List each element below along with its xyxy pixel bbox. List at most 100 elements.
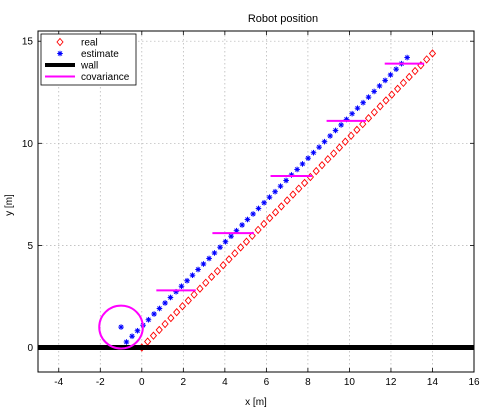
estimate-point <box>371 88 377 95</box>
real-point <box>423 55 431 64</box>
estimate-point <box>217 244 223 251</box>
y-axis-label: y [m] <box>4 194 15 216</box>
estimate-point <box>332 127 339 134</box>
estimate-point <box>272 188 278 195</box>
x-tick-label: 6 <box>264 377 270 388</box>
real-point <box>370 108 378 117</box>
estimate-point <box>200 261 207 267</box>
x-axis-label: x [m] <box>245 397 267 408</box>
real-point <box>242 237 251 246</box>
x-tick-label: 14 <box>427 377 439 388</box>
real-point <box>184 296 192 305</box>
legend-real-marker <box>56 37 64 47</box>
real-point <box>289 190 297 199</box>
estimate-point <box>222 238 229 245</box>
legend-label-covariance: covariance <box>81 72 130 83</box>
real-point <box>190 290 198 299</box>
estimate-point <box>239 222 245 228</box>
estimate-point <box>321 138 328 145</box>
estimate-point <box>167 294 174 301</box>
real-point <box>202 278 210 287</box>
estimate-point <box>294 166 300 173</box>
real-point <box>225 255 233 264</box>
real-point <box>149 331 158 340</box>
real-point <box>359 119 367 129</box>
covariance-ellipse <box>98 304 144 350</box>
estimate-point <box>123 339 130 345</box>
estimate-point <box>387 72 394 78</box>
x-tick-label: 2 <box>181 377 187 388</box>
estimate-point <box>376 83 383 89</box>
estimate-point <box>338 122 344 128</box>
real-point <box>341 137 349 146</box>
legend-label-real: real <box>81 38 98 49</box>
estimate-point <box>244 216 251 223</box>
real-point <box>271 208 280 217</box>
real-point <box>382 96 390 105</box>
estimate-point <box>393 66 399 72</box>
x-tick-label: 16 <box>468 377 480 388</box>
y-tick-label: 15 <box>22 37 34 48</box>
x-tick-label: 10 <box>344 377 356 388</box>
real-point <box>173 307 181 317</box>
real-point <box>324 155 332 164</box>
y-tick-label: 10 <box>22 139 34 150</box>
x-tick-label: 12 <box>385 377 397 388</box>
estimate-point <box>382 77 388 84</box>
tick-layer: -4 -2 0 2 4 6 8 10 12 14 16 0 5 10 15 <box>22 31 480 388</box>
plot-area: -4 -2 0 2 4 6 8 10 12 14 16 0 5 10 15 <box>22 30 480 388</box>
legend-label-wall: wall <box>80 61 98 72</box>
estimate-point <box>266 194 273 201</box>
estimate-point <box>228 233 234 240</box>
x-tick-label: 0 <box>139 377 145 388</box>
estimate-point <box>277 183 284 189</box>
real-point <box>161 319 169 329</box>
legend-label-estimate: estimate <box>81 49 119 60</box>
real-point <box>167 313 175 323</box>
plot-background <box>38 31 474 372</box>
estimate-point <box>151 311 157 317</box>
y-tick-label: 5 <box>27 241 33 252</box>
real-point <box>388 90 396 99</box>
estimate-point <box>189 272 196 279</box>
estimate-point <box>145 316 152 323</box>
real-point <box>207 272 216 282</box>
real-point <box>428 49 437 58</box>
estimate-point <box>250 211 256 217</box>
estimate-point <box>310 149 317 156</box>
estimate-point <box>404 54 410 61</box>
estimate-point <box>360 99 366 106</box>
estimate-point <box>299 161 306 167</box>
estimate-point <box>327 133 333 139</box>
estimate-point <box>184 277 190 284</box>
estimate-point <box>211 250 218 256</box>
real-point <box>405 72 413 82</box>
estimate-point <box>261 199 267 206</box>
x-tick-label: -4 <box>54 377 63 388</box>
real-point <box>196 284 204 293</box>
real-point <box>347 131 355 140</box>
real-point <box>353 125 361 135</box>
y-tick-label: 0 <box>27 343 33 354</box>
estimate-point <box>134 327 141 334</box>
real-point <box>277 202 285 211</box>
plot-frame <box>37 30 475 373</box>
real-point <box>248 231 256 240</box>
legend-estimate-marker <box>57 50 63 57</box>
real-point <box>394 84 402 93</box>
real-point <box>411 66 419 76</box>
x-tick-label: -2 <box>96 377 105 388</box>
x-tick-label: 8 <box>305 377 311 388</box>
real-point <box>266 213 274 223</box>
estimate-point <box>195 266 201 273</box>
estimate-point <box>305 155 311 162</box>
real-point <box>295 184 303 193</box>
x-tick-label: 4 <box>222 377 228 388</box>
real-point <box>399 78 408 88</box>
real-point <box>213 266 221 276</box>
estimate-point <box>118 324 124 330</box>
real-point <box>260 219 268 229</box>
real-point <box>364 113 373 123</box>
chart-title: Robot position <box>248 13 318 25</box>
